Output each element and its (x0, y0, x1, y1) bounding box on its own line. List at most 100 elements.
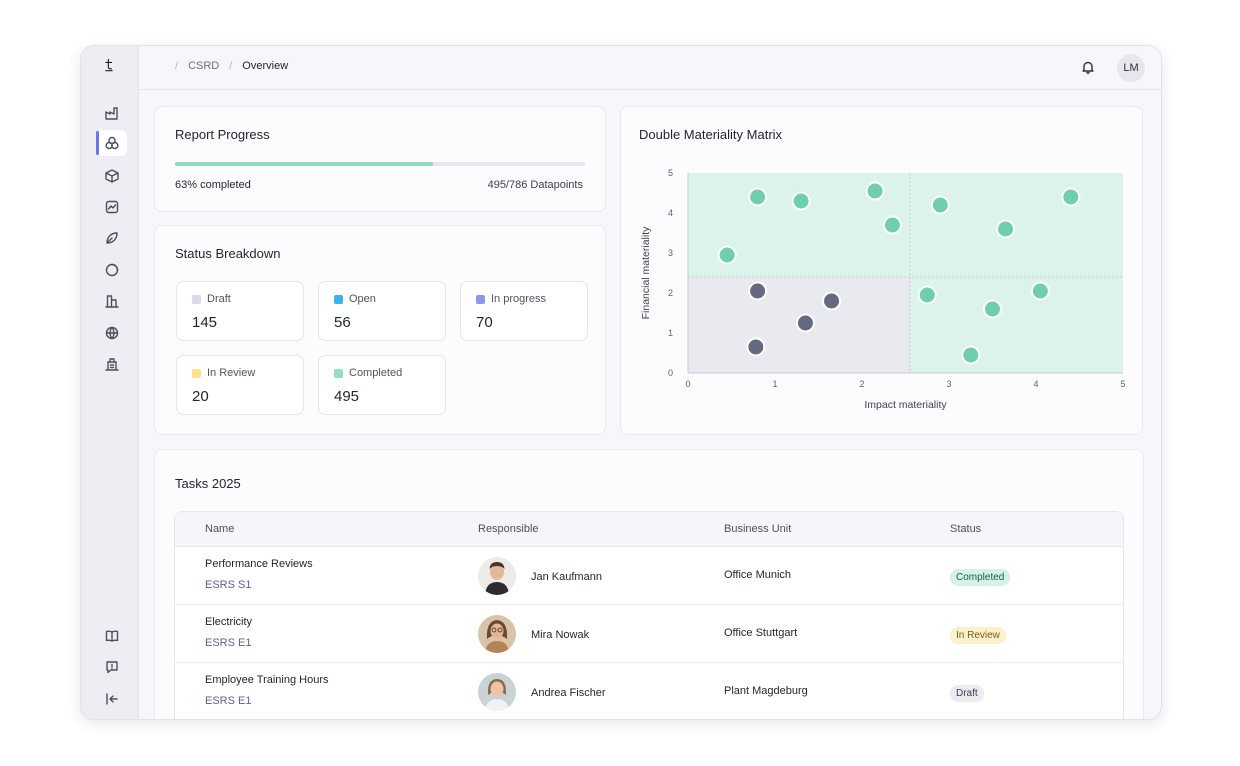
x-tick-label: 2 (859, 379, 864, 389)
column-header-responsible[interactable]: Responsible (478, 523, 539, 535)
x-tick-label: 4 (1033, 379, 1038, 389)
status-name: Draft (207, 293, 231, 305)
table-row[interactable]: Performance Reviews ESRS S1 Jan Kaufmann… (175, 547, 1123, 605)
avatar (478, 673, 516, 711)
data-point (865, 181, 885, 201)
status-label: Draft (192, 293, 231, 305)
status-badge: Draft (950, 685, 984, 702)
progress-bar-fill (175, 162, 434, 166)
status-color-swatch (192, 368, 201, 378)
data-point (882, 215, 902, 235)
tasks-table: Name Responsible Business Unit Status Pe… (174, 511, 1124, 719)
tasks-title: Tasks 2025 (175, 476, 241, 491)
globe-icon[interactable] (97, 320, 127, 346)
responsible-person: Andrea Fischer (531, 687, 606, 699)
collapse-icon[interactable] (97, 686, 127, 712)
book-icon[interactable] (97, 623, 127, 649)
avatar (478, 615, 516, 653)
status-draft-card[interactable]: Draft 145 (176, 281, 304, 341)
leaf-icon[interactable] (97, 225, 127, 251)
status-label: Open (334, 293, 376, 305)
table-row[interactable]: Electricity ESRS E1 Mira Nowak Office St… (175, 605, 1123, 663)
buildings-icon[interactable] (97, 288, 127, 314)
circles-icon[interactable] (96, 130, 127, 156)
breadcrumb-separator: / (175, 60, 179, 72)
business-unit: Office Munich (724, 569, 792, 581)
status-color-swatch (334, 294, 343, 304)
data-point (930, 195, 950, 215)
status-count: 56 (334, 314, 351, 331)
x-tick-label: 5 (1120, 379, 1125, 389)
table-row[interactable]: Employee Training Hours ESRS E1 Andrea F… (175, 663, 1123, 719)
data-point (791, 191, 811, 211)
status-label: Completed (334, 367, 402, 379)
chart-icon[interactable] (97, 194, 127, 220)
status-name: In progress (491, 293, 547, 305)
y-tick-label: 4 (668, 208, 673, 218)
status-badge: In Review (950, 627, 1006, 644)
status-label: In progress (476, 293, 546, 305)
data-point (1030, 281, 1050, 301)
progress-percent-label: 63% completed (175, 179, 251, 191)
top-bar: / CSRD / Overview LM (139, 46, 1161, 90)
column-header-name[interactable]: Name (205, 523, 235, 535)
avatar (478, 557, 516, 595)
materiality-matrix-chart: 0 1 2 3 4 5 0 1 2 3 4 5 Impact materiality Financial … (640, 168, 1126, 411)
user-avatar[interactable]: LM (1117, 54, 1145, 82)
data-point (996, 219, 1016, 239)
data-point (746, 337, 766, 357)
materiality-matrix-card: Double Materiality Matrix 0 1 2 3 4 5 0 1 2 3 4 5 Im… (620, 106, 1143, 435)
sidebar (81, 46, 139, 719)
y-tick-label: 2 (668, 288, 673, 298)
y-tick-label: 5 (668, 168, 673, 178)
status-count: 495 (334, 388, 360, 405)
status-breakdown-title: Status Breakdown (175, 246, 281, 261)
task-standard: ESRS S1 (205, 579, 252, 591)
task-standard: ESRS E1 (205, 637, 252, 649)
datapoints-label: 495/786 Datapoints (487, 179, 583, 191)
x-tick-label: 0 (685, 379, 690, 389)
bell-icon[interactable] (1081, 60, 1097, 76)
x-tick-label: 1 (772, 379, 777, 389)
app-window: / CSRD / Overview LM Report Progress 63%… (80, 45, 1162, 720)
status-in-review-card[interactable]: In Review 20 (176, 355, 304, 415)
breadcrumb-current: Overview (242, 60, 289, 72)
business-unit: Plant Magdeburg (724, 685, 808, 697)
donut-icon[interactable] (97, 257, 127, 283)
status-name: In Review (207, 367, 256, 379)
status-open-card[interactable]: Open 56 (318, 281, 446, 341)
data-point (917, 285, 937, 305)
column-header-status[interactable]: Status (950, 523, 982, 535)
status-count: 20 (192, 388, 209, 405)
data-point (717, 245, 737, 265)
breadcrumb-section[interactable]: CSRD (188, 60, 220, 72)
office-icon[interactable] (97, 351, 127, 377)
x-tick-label: 3 (946, 379, 951, 389)
status-label: In Review (192, 367, 255, 379)
data-point (748, 281, 768, 301)
status-name: Open (349, 293, 376, 305)
factory-icon[interactable] (97, 100, 127, 126)
responsible-person: Mira Nowak (531, 629, 590, 641)
task-name: Performance Reviews (205, 558, 313, 570)
status-color-swatch (476, 294, 485, 304)
cube-icon[interactable] (97, 163, 127, 189)
tasks-card: Tasks 2025 Name Responsible Business Uni… (154, 449, 1144, 719)
data-point (795, 313, 815, 333)
status-color-swatch (192, 294, 201, 304)
data-point (1061, 187, 1081, 207)
report-progress-title: Report Progress (175, 127, 270, 142)
feedback-icon[interactable] (97, 654, 127, 680)
y-tick-label: 0 (668, 368, 673, 378)
status-count: 70 (476, 314, 493, 331)
status-in-progress-card[interactable]: In progress 70 (460, 281, 588, 341)
status-count: 145 (192, 314, 218, 331)
data-point (748, 187, 768, 207)
status-completed-card[interactable]: Completed 495 (318, 355, 446, 415)
materiality-matrix-title: Double Materiality Matrix (639, 127, 783, 142)
column-header-business-unit[interactable]: Business Unit (724, 523, 792, 535)
status-breakdown-card: Status Breakdown Draft 145 Open 56 In pr… (154, 225, 606, 435)
task-name: Electricity (205, 616, 253, 628)
y-tick-label: 3 (668, 248, 673, 258)
tanso-logo[interactable] (102, 58, 118, 80)
